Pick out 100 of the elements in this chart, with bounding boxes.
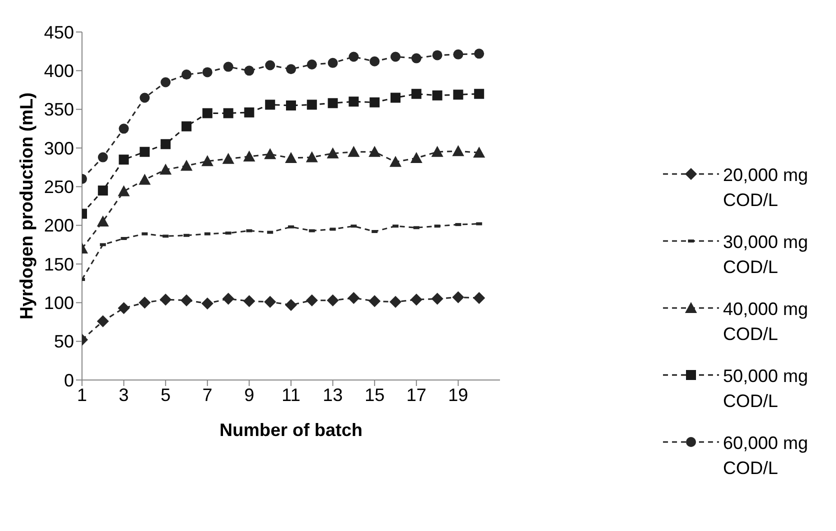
legend-label: 20,000 mg COD/L bbox=[723, 164, 810, 212]
point bbox=[328, 98, 338, 108]
legend-label: 60,000 mg COD/L bbox=[723, 432, 810, 480]
y-tick-label: 150 bbox=[44, 254, 74, 274]
point bbox=[201, 155, 214, 166]
y-tick-label: 250 bbox=[44, 177, 74, 198]
point bbox=[98, 186, 108, 196]
x-tick-label: 19 bbox=[448, 384, 468, 405]
point bbox=[453, 49, 464, 60]
point bbox=[410, 152, 422, 164]
point bbox=[390, 52, 400, 62]
point bbox=[222, 152, 234, 164]
point bbox=[390, 156, 402, 167]
point bbox=[201, 297, 214, 310]
point bbox=[431, 146, 444, 157]
point bbox=[243, 150, 256, 162]
y-tick-label: 400 bbox=[44, 61, 74, 82]
x-tick-label: 15 bbox=[364, 384, 385, 405]
point bbox=[453, 90, 464, 100]
point bbox=[160, 294, 172, 306]
x-tick-label: 13 bbox=[322, 384, 343, 405]
point bbox=[326, 147, 339, 158]
point bbox=[285, 298, 297, 311]
point bbox=[432, 50, 442, 60]
x-tick-label: 3 bbox=[118, 384, 129, 405]
point bbox=[96, 215, 109, 226]
point bbox=[222, 292, 234, 305]
point bbox=[328, 58, 338, 68]
point bbox=[182, 70, 192, 80]
point bbox=[285, 152, 297, 164]
x-axis-title: Number of batch bbox=[219, 420, 363, 440]
point bbox=[118, 185, 130, 196]
point bbox=[202, 108, 212, 118]
x-tick-label: 11 bbox=[282, 384, 300, 405]
point bbox=[306, 59, 317, 70]
point bbox=[452, 145, 464, 156]
legend-label: 50,000 mg COD/L bbox=[723, 365, 810, 413]
point bbox=[348, 96, 359, 107]
x-tick-label: 17 bbox=[406, 384, 426, 405]
point bbox=[473, 292, 486, 304]
point bbox=[98, 152, 108, 162]
point bbox=[223, 108, 234, 118]
point bbox=[286, 64, 296, 74]
point bbox=[264, 296, 276, 308]
y-tick-label: 50 bbox=[54, 332, 74, 352]
point bbox=[264, 148, 276, 160]
point bbox=[180, 160, 192, 171]
point bbox=[326, 294, 339, 306]
x-tick-label: 5 bbox=[160, 384, 171, 405]
point bbox=[182, 121, 192, 132]
point bbox=[432, 90, 442, 100]
point bbox=[411, 53, 422, 64]
point bbox=[306, 151, 318, 162]
legend-label: 40,000 mg COD/L bbox=[723, 298, 810, 346]
point bbox=[370, 97, 380, 108]
point bbox=[390, 296, 402, 308]
point bbox=[410, 294, 422, 306]
point bbox=[368, 146, 381, 157]
point bbox=[473, 146, 486, 158]
point bbox=[348, 52, 359, 62]
legend-label: 30,000 mg COD/L bbox=[723, 231, 810, 279]
point bbox=[265, 100, 276, 110]
point bbox=[160, 164, 172, 175]
x-tick-label: 1 bbox=[76, 384, 88, 405]
point bbox=[306, 294, 318, 306]
y-tick-label: 200 bbox=[44, 216, 74, 236]
point bbox=[223, 62, 234, 72]
point bbox=[452, 291, 464, 304]
point bbox=[244, 66, 254, 76]
y-tick-label: 100 bbox=[44, 293, 74, 314]
point bbox=[138, 174, 151, 185]
point bbox=[202, 67, 212, 78]
point bbox=[140, 146, 150, 157]
y-tick-label: 350 bbox=[44, 100, 74, 120]
point bbox=[118, 302, 130, 314]
point bbox=[370, 56, 380, 66]
point bbox=[244, 107, 254, 118]
y-axis-title: Hyrdogen production (mL) bbox=[16, 92, 36, 320]
point bbox=[286, 100, 296, 110]
point bbox=[306, 100, 317, 110]
point bbox=[431, 292, 444, 305]
point bbox=[138, 296, 151, 309]
point bbox=[140, 92, 150, 103]
y-tick-label: 300 bbox=[44, 138, 74, 158]
point bbox=[474, 48, 484, 59]
point bbox=[160, 77, 171, 88]
x-tick-label: 7 bbox=[202, 384, 212, 405]
x-tick-label: 9 bbox=[244, 384, 254, 405]
point bbox=[118, 154, 129, 165]
point bbox=[180, 294, 192, 306]
point bbox=[368, 295, 381, 308]
y-tick-label: 450 bbox=[44, 22, 74, 42]
point bbox=[118, 124, 129, 134]
point bbox=[96, 315, 109, 328]
y-tick-label: 0 bbox=[64, 370, 74, 390]
point bbox=[348, 146, 360, 157]
point bbox=[411, 88, 422, 99]
point bbox=[474, 88, 484, 99]
point bbox=[243, 295, 256, 308]
point bbox=[160, 139, 171, 150]
